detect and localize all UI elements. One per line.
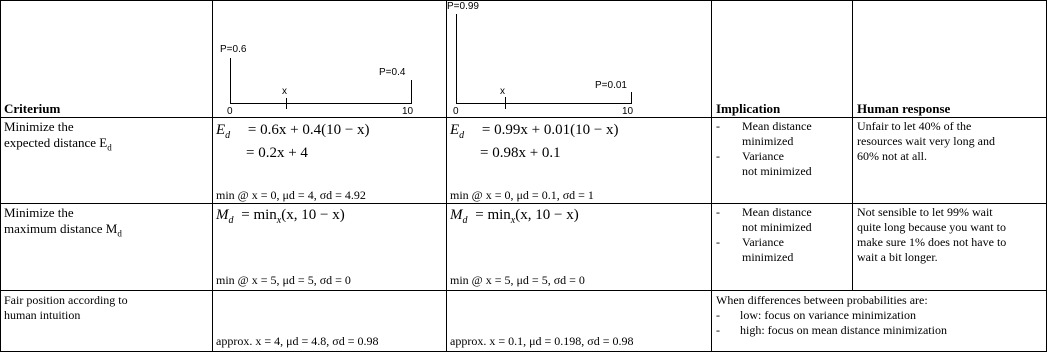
row3-merged-item2-text: high: focus on mean distance minimizatio… (740, 323, 947, 337)
diagram1-tick-end: 10 (402, 106, 414, 117)
row2-implication-list: - Mean distance not minimized - Variance… (716, 205, 850, 265)
row2-case2-eq-min-sub: x (510, 215, 516, 226)
row3-merged-item1-text: low: focus on variance minimization (740, 308, 916, 322)
row2-response-line: quite long because you want to (857, 220, 1006, 234)
row2-case2-result: min @ x = 5, μd = 5, σd = 0 (450, 273, 585, 287)
row1-implication-item1-line2: minimized (742, 134, 794, 148)
row3-merged-intro: When differences between probabilities a… (716, 293, 928, 307)
row1-case2-eq1-rhs: = 0.99x + 0.01(10 − x) (481, 122, 619, 138)
row2-case1-eq: Md = minx(x, 10 − x) (216, 205, 345, 231)
row1-case2-eq1-sub: d (459, 130, 465, 141)
diagram2-right-prob: P=0.01 (595, 80, 627, 91)
row2-case2-eq-rhs: = min (475, 207, 511, 223)
row2-case1-result: min @ x = 5, μd = 5, σd = 0 (216, 273, 351, 287)
row1-case2-eq2: = 0.98x + 0.1 (480, 145, 561, 161)
row1-case2-result: min @ x = 0, μd = 0.1, σd = 1 (450, 188, 594, 202)
row3-merged-dash: - (716, 323, 720, 337)
row1-case1-eq1: Ed = 0.6x + 0.4(10 − x) (216, 120, 370, 146)
row2-response-line: Not sensible to let 99% wait (857, 205, 993, 219)
row2-case1-eq-args: (x, 10 − x) (281, 207, 345, 223)
row1-criterium: Minimize the expected distance Ed (4, 119, 112, 156)
row2-case1-eq-sub: d (228, 215, 234, 226)
row1-case2-eq1-lhs: E (450, 122, 460, 138)
row2-case2-eq-lhs: M (450, 207, 463, 223)
row2-implication-item2-line2: minimized (742, 250, 794, 264)
row1-case1-eq1-lhs: E (216, 122, 226, 138)
row2-implication-item2-line1: Variance (742, 235, 784, 249)
row1-implication-list: - Mean distance minimized - Variance not… (716, 119, 850, 179)
row2-case1-eq-rhs: = min (241, 207, 277, 223)
header-human-response: Human response (857, 101, 951, 116)
row1-implication-item1-line1: Mean distance (742, 119, 812, 133)
row3-merged-implication: When differences between probabilities a… (716, 293, 1044, 338)
row1-case1-eq1-rhs: = 0.6x + 0.4(10 − x) (247, 122, 370, 138)
row2-criterium-sub: d (117, 228, 122, 239)
row2-response-line: make sure 1% does not have to (857, 235, 1007, 249)
row1-case2-eq1: Ed = 0.99x + 0.01(10 − x) (450, 120, 619, 146)
diagram1-tick-start: 0 (227, 106, 233, 117)
row2-implication-item1-line2: not minimized (742, 220, 812, 234)
row3-merged-item: - low: focus on variance minimization (716, 308, 1044, 323)
row1-implication-item: - Mean distance minimized (716, 119, 850, 149)
row2-case2-eq: Md = minx(x, 10 − x) (450, 205, 579, 231)
row2-human-response: Not sensible to let 99% wait quite long … (857, 205, 1043, 265)
row3-case2-result: approx. x = 0.1, μd = 0.198, σd = 0.98 (450, 334, 634, 348)
row3-criterium-line2: human intuition (4, 308, 81, 322)
row2-implication-dash: - (716, 205, 720, 219)
row2-case1-eq-min-sub: x (276, 215, 282, 226)
row3-criterium-line1: Fair position according to (4, 293, 128, 307)
row3-merged-item: - high: focus on mean distance minimizat… (716, 323, 1044, 338)
row3-criterium: Fair position according to human intuiti… (4, 293, 128, 323)
row2-case2-eq-args: (x, 10 − x) (515, 207, 579, 223)
row2-implication-item1-line1: Mean distance (742, 205, 812, 219)
row1-case1-eq2: = 0.2x + 4 (246, 145, 308, 161)
row2-case2-eq-sub: d (462, 215, 468, 226)
row1-implication-dash: - (716, 149, 720, 163)
row1-implication-dash: - (716, 119, 720, 133)
diagram1-left-prob: P=0.6 (220, 44, 247, 55)
diagram2-tick-end: 10 (622, 106, 634, 117)
row3-merged-dash: - (716, 308, 720, 322)
row1-criterium-line2: expected distance E (4, 135, 108, 150)
row1-implication-item: - Variance not minimized (716, 149, 850, 179)
diagram1-right-prob: P=0.4 (379, 67, 406, 78)
row2-criterium-line1: Minimize the (4, 205, 74, 220)
row1-criterium-line1: Minimize the (4, 119, 74, 134)
diagram2-tick-start: 0 (453, 106, 459, 117)
header-criterium: Criterium (4, 101, 61, 116)
row1-response-line: 60% not at all. (857, 149, 927, 163)
header-implication: Implication (716, 101, 781, 116)
row1-criterium-sub: d (107, 142, 112, 153)
row2-implication-item: - Mean distance not minimized (716, 205, 850, 235)
row1-response-line: Unfair to let 40% of the (857, 119, 972, 133)
row1-response-line: resources wait very long and (857, 134, 995, 148)
row2-implication-dash: - (716, 235, 720, 249)
row1-case1-eq1-sub: d (225, 130, 231, 141)
row3-case1-result: approx. x = 4, μd = 4.8, σd = 0.98 (216, 334, 379, 348)
diagram1-x-label: x (282, 86, 287, 97)
row2-case1-eq-lhs: M (216, 207, 229, 223)
diagram2-x-label: x (500, 86, 505, 97)
row1-implication-item2-line1: Variance (742, 149, 784, 163)
row2-implication-item: - Variance minimized (716, 235, 850, 265)
diagram2-left-prob: P=0.99 (447, 1, 479, 12)
row1-human-response: Unfair to let 40% of the resources wait … (857, 119, 1043, 164)
row2-criterium: Minimize the maximum distance Md (4, 205, 122, 242)
row1-case1-result: min @ x = 0, μd = 4, σd = 4.92 (216, 188, 366, 202)
row1-implication-item2-line2: not minimized (742, 164, 812, 178)
row2-criterium-line2: maximum distance M (4, 221, 118, 236)
row2-response-line: wait a bit longer. (857, 250, 938, 264)
